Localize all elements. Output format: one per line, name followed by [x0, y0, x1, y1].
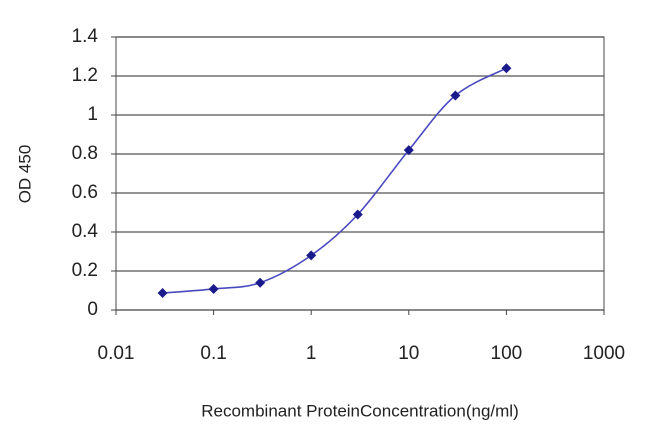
- y-tick-label: 0.6: [72, 182, 98, 203]
- data-point: [501, 63, 512, 74]
- data-point: [157, 288, 168, 299]
- y-tick-label: 1.2: [72, 65, 98, 86]
- y-tick-label: 0.2: [72, 260, 98, 281]
- y-tick-label: 1.4: [72, 26, 99, 47]
- data-point: [255, 277, 266, 288]
- x-tick-label: 100: [491, 343, 523, 364]
- data-line: [162, 67, 507, 294]
- x-tick-label: 1: [306, 343, 317, 364]
- x-tick-label: 0.01: [98, 343, 135, 364]
- data-point: [403, 145, 414, 156]
- data-point: [208, 283, 219, 294]
- y-axis-label: OD 450: [15, 145, 34, 204]
- y-tick-label: 1: [87, 104, 98, 125]
- y-tick-label: 0.4: [72, 221, 99, 242]
- data-point: [352, 209, 363, 220]
- x-tick-label: 1000: [583, 343, 625, 364]
- data-point: [450, 90, 461, 101]
- plot-area: [115, 36, 605, 311]
- x-tick-label: 0.1: [200, 343, 226, 364]
- data-point: [306, 250, 317, 261]
- y-tick-label: 0.8: [72, 143, 98, 164]
- y-tick-label: 0: [87, 299, 98, 320]
- x-tick-label: 10: [398, 343, 419, 364]
- x-axis-label: Recombinant ProteinConcentration(ng/ml): [201, 401, 519, 420]
